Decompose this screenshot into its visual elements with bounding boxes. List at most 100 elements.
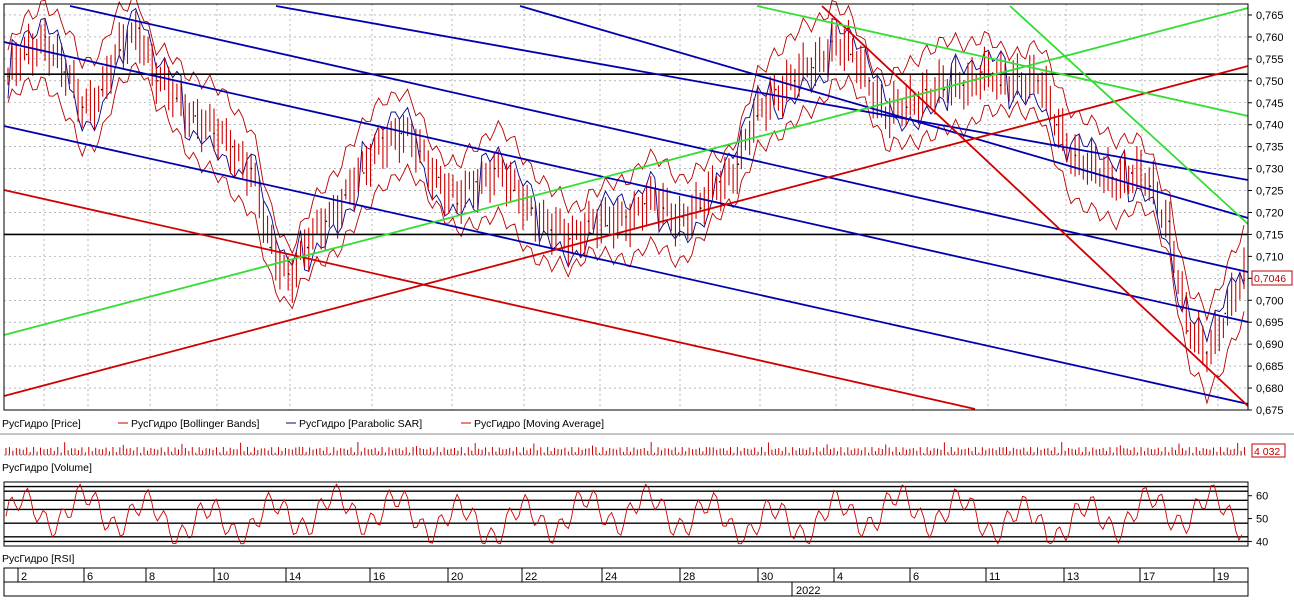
x-tick-label: 11 xyxy=(989,571,1000,583)
date-axis xyxy=(3,567,1249,583)
price-point xyxy=(999,84,1002,86)
indicator-lines xyxy=(7,0,1245,405)
x-tick-label: 6 xyxy=(87,571,93,583)
x-tick-label: 24 xyxy=(605,571,617,583)
price-point xyxy=(1149,185,1152,187)
price-point xyxy=(288,273,290,275)
price-point xyxy=(138,27,140,29)
trend-channel-blue xyxy=(519,5,1249,219)
price-point xyxy=(7,75,9,78)
price-point xyxy=(44,36,47,38)
price-point xyxy=(662,207,665,209)
x-tick-label: 19 xyxy=(1217,571,1229,583)
legend-price: РусГидро [Price] xyxy=(2,418,81,430)
price-point xyxy=(906,106,908,108)
price-point xyxy=(25,53,28,56)
y-tick-label: 0,715 xyxy=(1256,229,1284,241)
y-tick-label: 0,750 xyxy=(1256,76,1284,88)
legend-bollinger: РусГидро [Bollinger Bands] xyxy=(131,418,260,430)
y-tick-label: 0,745 xyxy=(1256,98,1284,110)
price-point xyxy=(63,71,65,73)
price-point xyxy=(363,172,365,174)
trend-channel-blue xyxy=(3,125,1249,405)
year-label: 2022 xyxy=(796,585,820,597)
x-tick-label: 14 xyxy=(289,571,301,583)
price-point xyxy=(1130,172,1133,174)
price-axis: 0,765 0,760 0,755 0,750 0,745 0,740 0,735 0,730… xyxy=(1248,10,1284,417)
trend-lines xyxy=(3,5,1249,410)
trend-line-red xyxy=(3,189,976,410)
trend-line-green xyxy=(3,7,1249,336)
x-tick-label: 10 xyxy=(217,571,229,583)
price-point xyxy=(737,163,740,166)
x-tick-label: 2 xyxy=(21,571,27,583)
price-point xyxy=(700,207,702,209)
y-tick-label: 0,710 xyxy=(1256,251,1284,263)
trend-line-red xyxy=(3,65,1249,397)
price-point xyxy=(512,189,515,192)
price-point xyxy=(344,194,346,196)
price-point xyxy=(775,88,777,91)
y-tick-label: 0,685 xyxy=(1256,361,1284,373)
price-point xyxy=(325,220,328,223)
price-point xyxy=(157,80,159,82)
price-point xyxy=(625,216,627,218)
legend: РусГидро [Price] РусГидро [Bollinger Ban… xyxy=(2,418,604,430)
rsi-axis: 60 50 40 xyxy=(1248,491,1268,548)
y-tick-label: 0,740 xyxy=(1256,120,1284,132)
x-tick-label: 4 xyxy=(837,571,843,583)
price-point xyxy=(849,53,852,56)
trend-line-red xyxy=(821,5,1249,407)
x-tick-label: 6 xyxy=(913,571,919,583)
trend-channel-blue xyxy=(69,5,1249,273)
price-point xyxy=(943,88,946,91)
x-tick-label: 17 xyxy=(1143,571,1155,583)
year-row xyxy=(3,581,1249,597)
y-tick-label: 0,725 xyxy=(1256,186,1284,198)
x-tick-label: 30 xyxy=(761,571,773,583)
price-point xyxy=(643,202,646,205)
price-point xyxy=(250,167,253,170)
price-point xyxy=(194,115,197,117)
y-tick-label: 0,695 xyxy=(1256,317,1284,329)
price-point xyxy=(213,132,215,135)
price-point xyxy=(175,97,178,100)
price-point xyxy=(606,224,609,227)
rsi-tick-label: 50 xyxy=(1256,514,1268,526)
price-point xyxy=(1037,80,1039,82)
price-point xyxy=(718,180,721,183)
price-point xyxy=(868,80,871,82)
price-point xyxy=(231,145,234,148)
volume-bars xyxy=(5,442,1246,455)
trend-channel-blue xyxy=(275,5,1249,181)
price-point xyxy=(1187,330,1189,332)
price-point xyxy=(569,238,571,240)
last-price-box xyxy=(1251,270,1293,286)
rsi-line xyxy=(5,483,1243,545)
legend-rsi: РусГидро [RSI] xyxy=(2,553,74,565)
date-ticks: 2 6 8 10 14 16 20 22 24 28 30 4 6 11 13 17 19 xyxy=(17,568,1229,583)
price-point xyxy=(1168,220,1170,223)
price-point xyxy=(531,207,534,209)
price-point xyxy=(456,202,459,205)
price-point xyxy=(100,88,103,91)
price-point xyxy=(437,176,440,179)
legend-ma: РусГидро [Moving Average] xyxy=(474,418,604,430)
price-point xyxy=(981,71,983,73)
price-point xyxy=(1074,154,1077,157)
y-tick-label: 0,755 xyxy=(1256,54,1284,66)
price-point xyxy=(269,246,271,249)
price-point xyxy=(419,150,421,152)
price-point xyxy=(494,167,496,170)
price-point xyxy=(475,180,477,183)
price-point xyxy=(962,84,964,86)
price-point xyxy=(82,106,84,108)
rsi-tick-label: 40 xyxy=(1256,536,1268,548)
price-point xyxy=(924,88,927,91)
rsi-path xyxy=(5,483,1243,545)
price-point xyxy=(831,40,833,43)
x-tick-label: 16 xyxy=(373,571,385,583)
y-tick-label: 0,765 xyxy=(1256,10,1284,22)
y-tick-label: 0,675 xyxy=(1256,405,1284,417)
